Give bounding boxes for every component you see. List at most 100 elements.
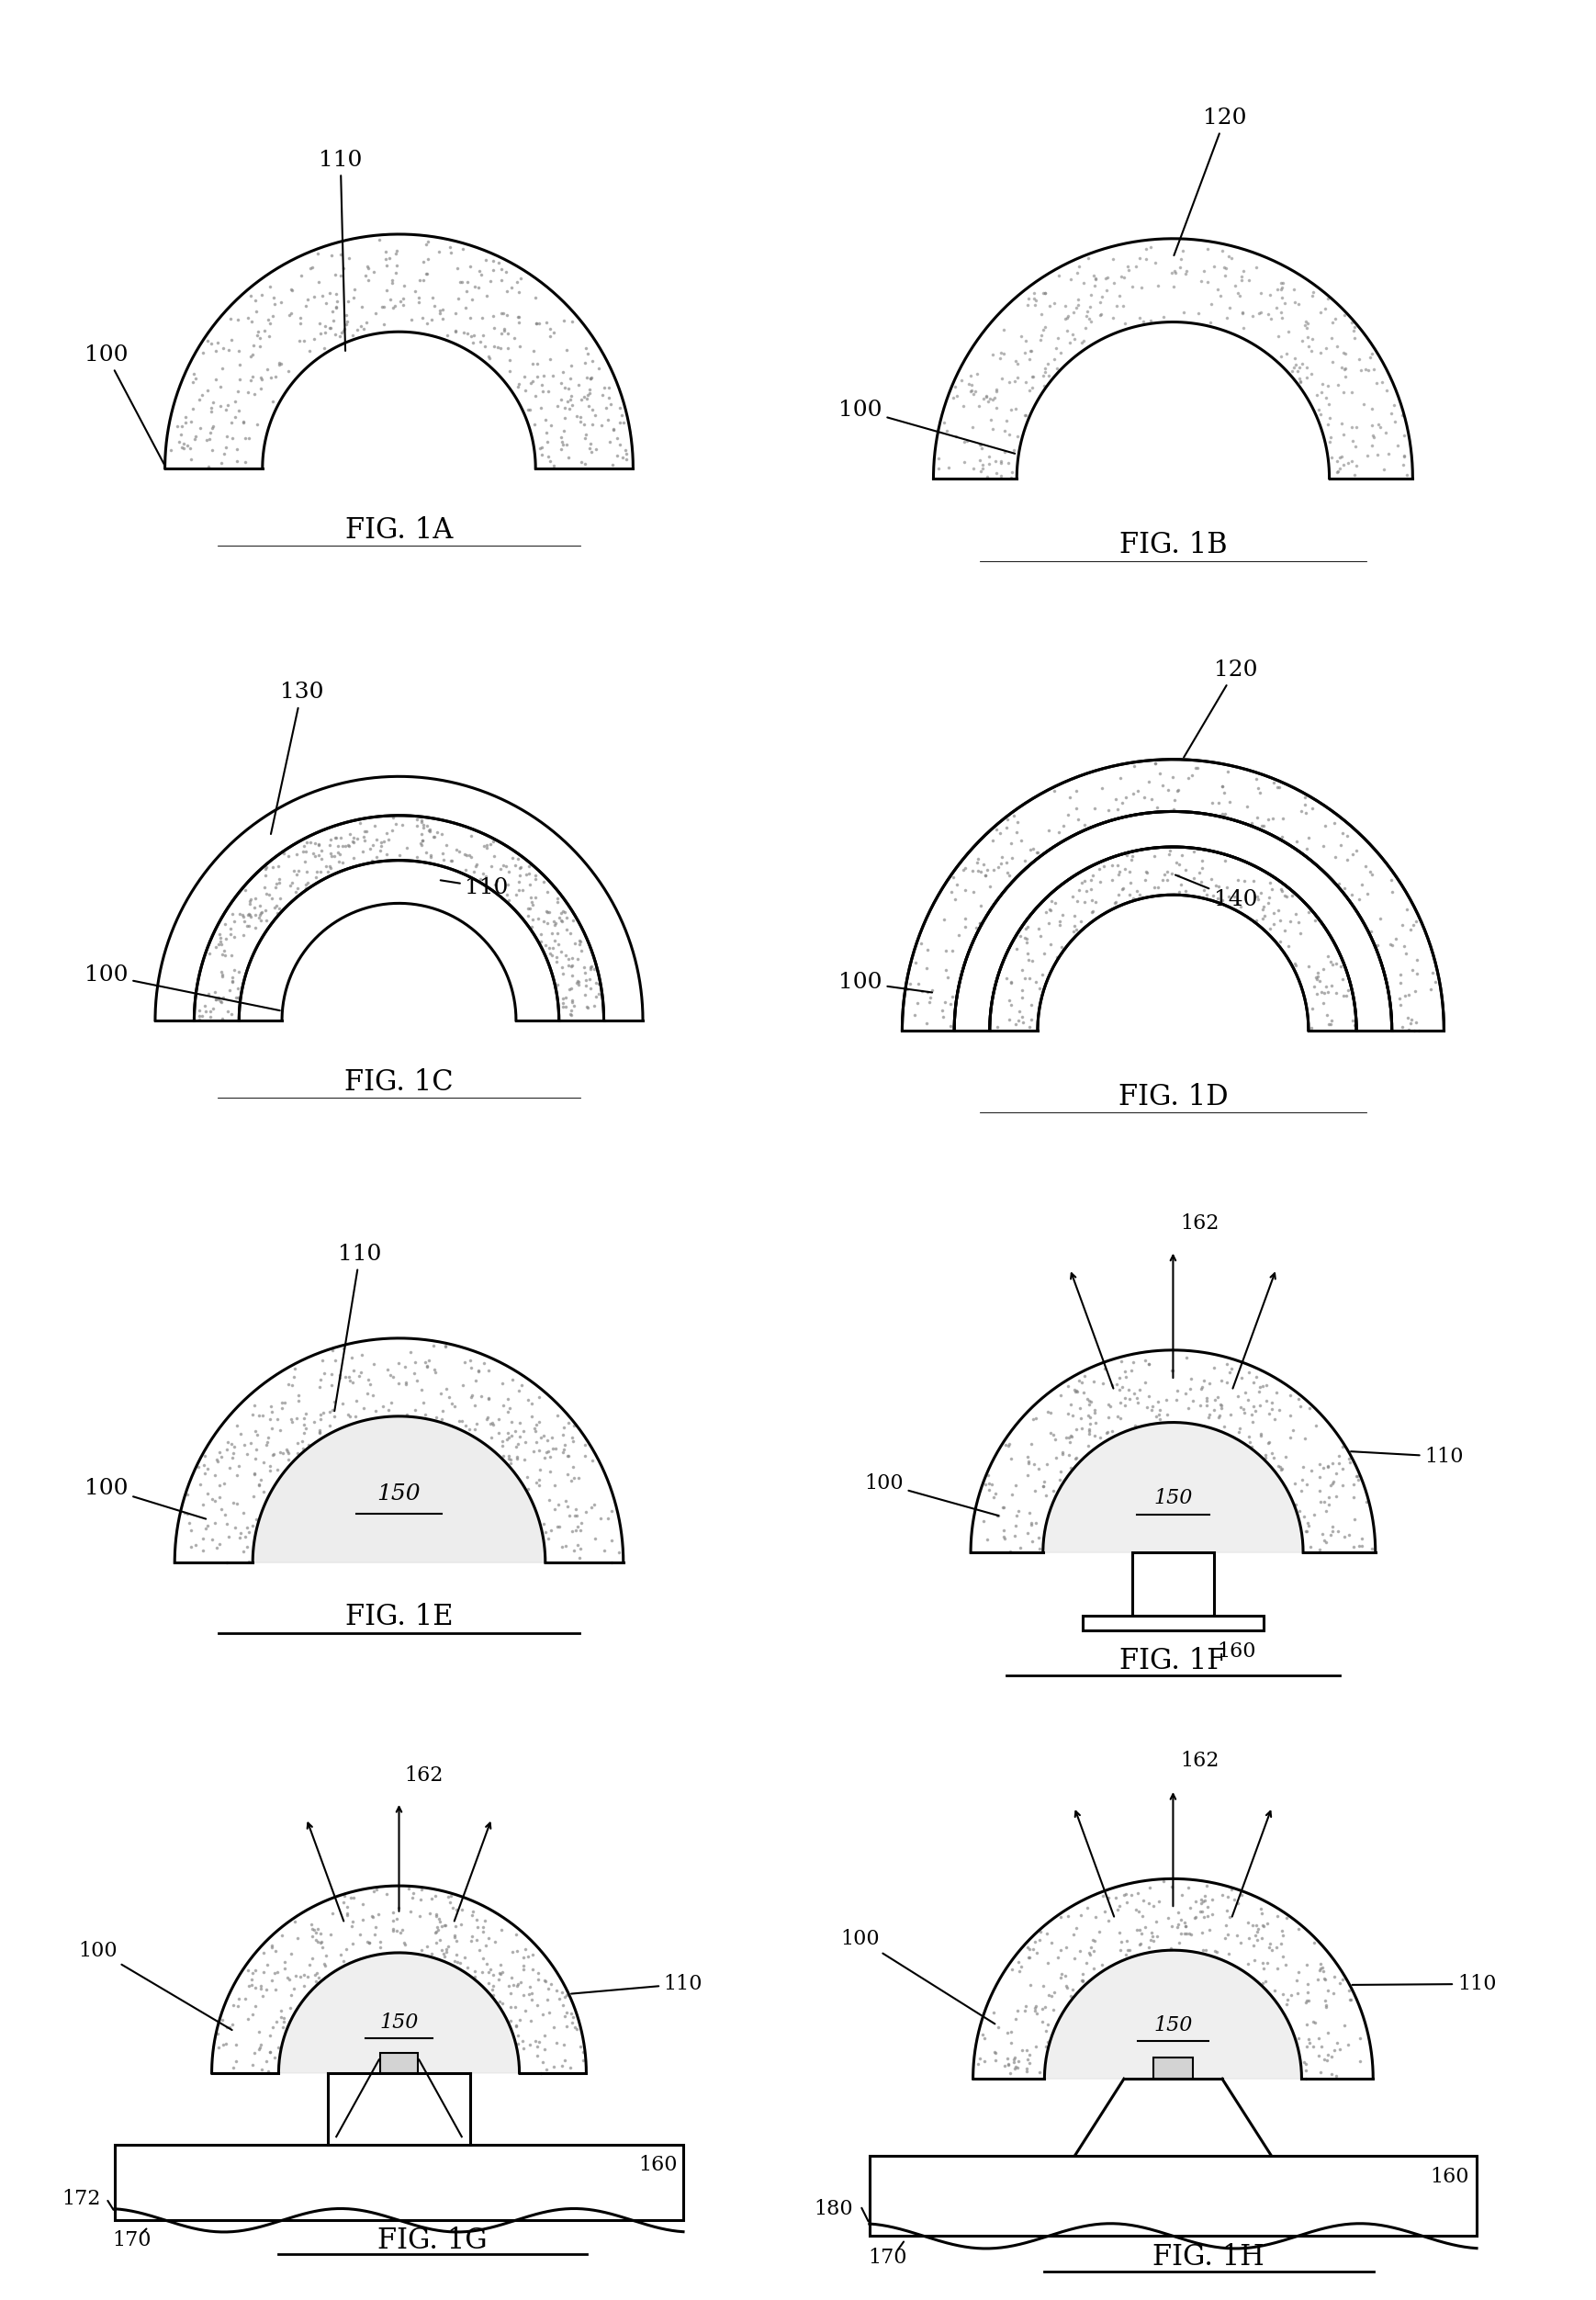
- Point: [1117, 1932, 1143, 1969]
- Point: [1207, 1398, 1232, 1435]
- Point: [318, 835, 343, 872]
- Point: [450, 230, 476, 267]
- Point: [311, 329, 337, 366]
- Point: [560, 1513, 586, 1550]
- Point: [444, 1923, 469, 1960]
- Point: [1005, 2049, 1031, 2086]
- Point: [1294, 2029, 1320, 2065]
- Point: [528, 922, 554, 959]
- Point: [999, 1440, 1025, 1477]
- Point: [565, 964, 591, 1000]
- Point: [1215, 1916, 1240, 1953]
- Point: [402, 1355, 428, 1392]
- Point: [1336, 1440, 1361, 1477]
- Point: [1069, 865, 1095, 902]
- Point: [212, 1497, 238, 1534]
- Point: [1403, 973, 1428, 1010]
- Point: [1253, 1964, 1278, 2001]
- Point: [209, 959, 235, 996]
- Point: [573, 1493, 598, 1530]
- Point: [1053, 1930, 1079, 1966]
- Point: [1242, 1941, 1267, 1978]
- Point: [1055, 796, 1080, 833]
- Point: [1266, 892, 1291, 929]
- Point: [254, 849, 279, 886]
- Point: [340, 281, 365, 317]
- Point: [1321, 805, 1347, 842]
- Point: [554, 980, 579, 1017]
- Point: [1269, 1449, 1294, 1486]
- Point: [1061, 1939, 1087, 1976]
- Point: [265, 849, 290, 886]
- Point: [578, 361, 603, 398]
- Point: [251, 1934, 276, 1971]
- Point: [239, 1396, 265, 1433]
- Point: [1223, 1881, 1248, 1918]
- Point: [275, 1960, 300, 1996]
- Point: [1192, 253, 1218, 290]
- Point: [1065, 883, 1090, 920]
- Point: [1275, 929, 1301, 966]
- Text: 130: 130: [271, 681, 324, 835]
- Point: [1138, 228, 1163, 265]
- Point: [1025, 835, 1050, 872]
- Point: [463, 1387, 488, 1424]
- Point: [1333, 359, 1358, 396]
- Point: [1213, 1346, 1238, 1382]
- Point: [488, 851, 514, 888]
- Point: [576, 430, 602, 467]
- Point: [471, 1909, 496, 1946]
- Point: [1293, 304, 1318, 340]
- Point: [523, 860, 549, 897]
- Point: [1269, 872, 1294, 908]
- Point: [471, 828, 496, 865]
- Point: [421, 1350, 447, 1387]
- Point: [236, 421, 262, 458]
- Point: [1283, 1486, 1309, 1523]
- Point: [246, 1467, 271, 1504]
- Point: [1258, 911, 1283, 948]
- Point: [1031, 368, 1057, 405]
- Point: [549, 904, 575, 941]
- Point: [1317, 423, 1342, 460]
- Point: [230, 402, 255, 439]
- Point: [219, 322, 244, 359]
- Point: [1261, 1440, 1286, 1477]
- Point: [554, 899, 579, 936]
- Point: [297, 823, 322, 860]
- Point: [1298, 1451, 1323, 1488]
- Point: [1334, 2026, 1360, 2063]
- Point: [480, 837, 506, 874]
- Point: [895, 971, 921, 1007]
- Point: [375, 1350, 401, 1387]
- Point: [1312, 1962, 1337, 1999]
- Point: [1210, 232, 1235, 269]
- Point: [257, 1387, 282, 1424]
- Point: [275, 1366, 300, 1403]
- Point: [450, 1366, 476, 1403]
- Point: [480, 299, 506, 336]
- Point: [206, 1435, 231, 1472]
- Point: [241, 1456, 267, 1493]
- Point: [1210, 796, 1235, 833]
- Point: [560, 982, 586, 1019]
- Point: [551, 954, 576, 991]
- Point: [495, 1394, 520, 1431]
- Point: [1084, 883, 1109, 920]
- Point: [480, 823, 506, 860]
- Point: [579, 948, 605, 984]
- Point: [1285, 352, 1310, 389]
- Point: [329, 828, 354, 865]
- Point: [508, 1964, 533, 2001]
- Point: [212, 936, 238, 973]
- Point: [249, 1460, 275, 1497]
- Point: [1194, 876, 1219, 913]
- Point: [231, 904, 257, 941]
- Point: [959, 373, 985, 409]
- Point: [1037, 1394, 1063, 1431]
- Point: [223, 384, 249, 421]
- Point: [1296, 1506, 1321, 1543]
- Point: [1227, 888, 1253, 925]
- Point: [1060, 294, 1085, 331]
- Point: [219, 895, 244, 932]
